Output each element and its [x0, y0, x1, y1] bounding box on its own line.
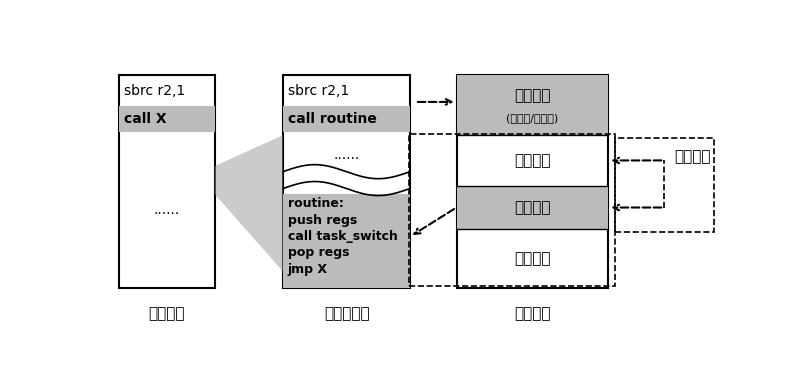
- Text: pop regs: pop regs: [288, 246, 350, 260]
- Bar: [283, 75, 410, 288]
- Polygon shape: [214, 135, 283, 272]
- Bar: [283, 194, 410, 288]
- Bar: [614, 138, 714, 232]
- Text: jmp X: jmp X: [288, 263, 328, 276]
- Text: ......: ......: [154, 203, 180, 216]
- Text: 翻译后代码: 翻译后代码: [324, 306, 370, 321]
- Bar: [283, 105, 410, 132]
- Text: call routine: call routine: [288, 112, 377, 126]
- Bar: [457, 186, 608, 229]
- Text: routine:: routine:: [288, 197, 344, 211]
- Text: 调度逻辑: 调度逻辑: [514, 88, 550, 103]
- Text: push regs: push regs: [288, 214, 357, 227]
- Text: 恢复状态: 恢复状态: [514, 251, 550, 266]
- Text: ......: ......: [334, 148, 359, 162]
- Text: call task_switch: call task_switch: [288, 230, 398, 243]
- Bar: [118, 75, 214, 288]
- Text: 保存状态: 保存状态: [514, 153, 550, 168]
- Text: call X: call X: [123, 112, 166, 126]
- Text: 其他任务: 其他任务: [674, 149, 710, 164]
- Bar: [457, 75, 608, 135]
- Text: (时间片/优先级): (时间片/优先级): [506, 113, 558, 123]
- Text: sbrc r2,1: sbrc r2,1: [123, 84, 185, 98]
- Text: sbrc r2,1: sbrc r2,1: [288, 84, 349, 98]
- Text: 任务切换: 任务切换: [514, 200, 550, 215]
- Bar: [118, 105, 214, 132]
- Text: 原始代码: 原始代码: [149, 306, 186, 321]
- Text: 系统内核: 系统内核: [514, 306, 551, 321]
- Bar: [457, 75, 608, 288]
- Bar: [409, 134, 614, 285]
